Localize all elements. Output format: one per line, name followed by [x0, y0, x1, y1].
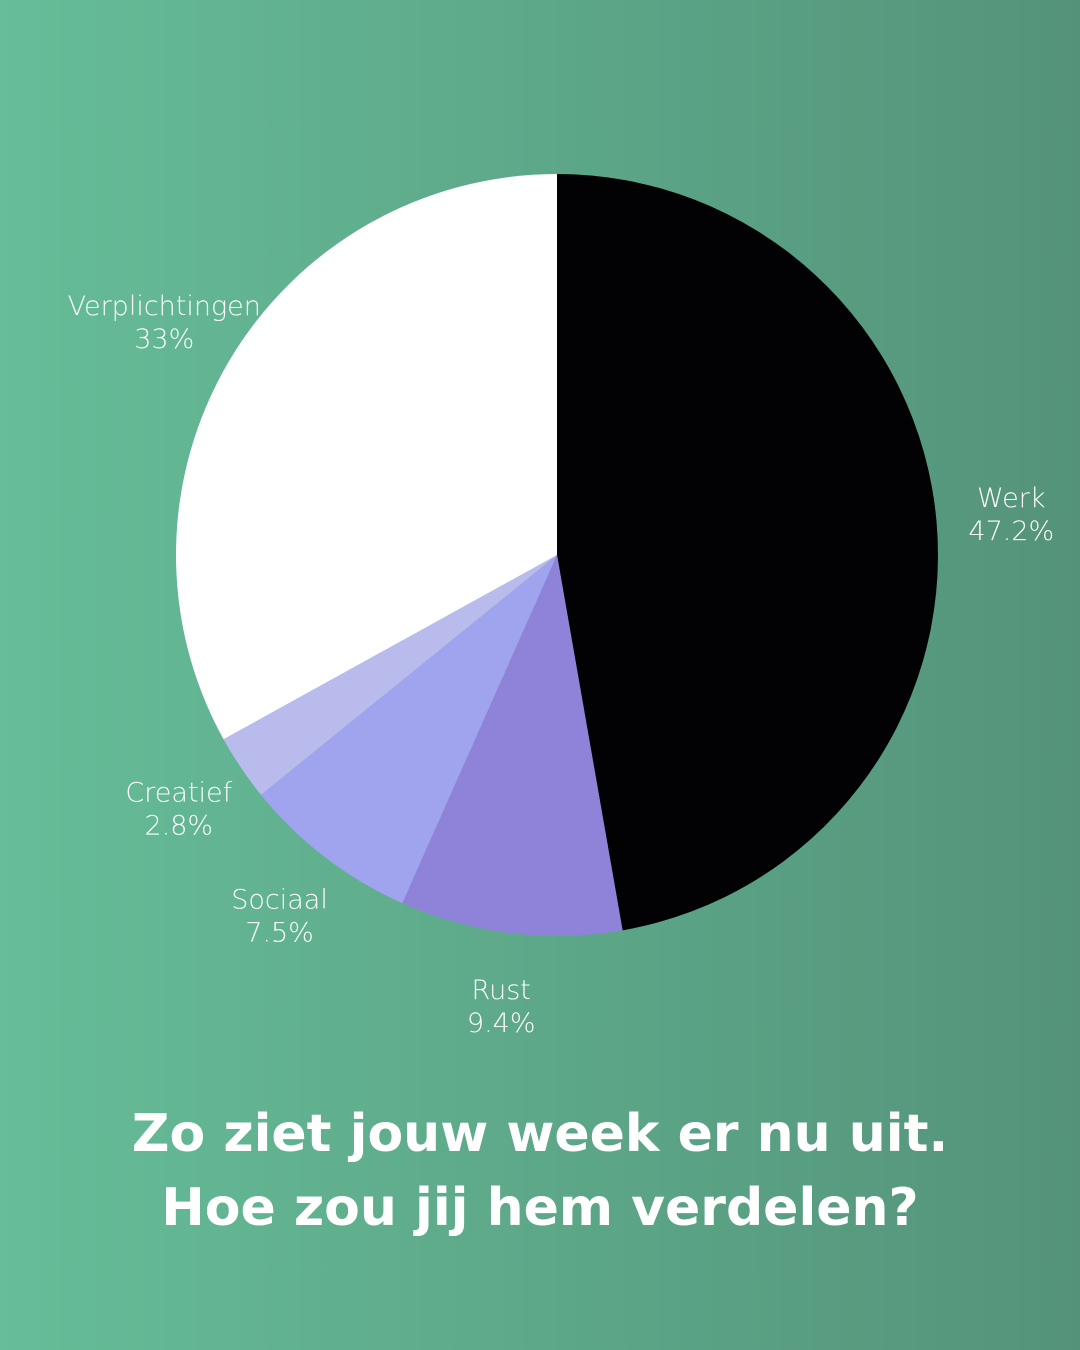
pie	[176, 174, 938, 936]
slice-label: Verplichtingen	[68, 291, 261, 322]
pie-slice	[176, 174, 557, 740]
slice-value-label: 33%	[134, 324, 194, 355]
pie-slice	[260, 555, 557, 904]
slice-label: Rust	[472, 975, 531, 1006]
slice-value-label: 7.5%	[245, 917, 314, 948]
slice-value-label: 9.4%	[467, 1008, 536, 1039]
slice-label: Creatief	[125, 777, 232, 808]
slice-value-label: 47.2%	[968, 516, 1054, 547]
chart-title: Hoe zou jij hem verdelen?	[161, 1178, 918, 1238]
pie-slice	[557, 174, 938, 931]
chart-title: Zo ziet jouw week er nu uit.	[132, 1104, 948, 1164]
pie-slice	[223, 555, 557, 795]
slice-label: Sociaal	[231, 884, 328, 915]
pie-slice	[402, 555, 623, 936]
slice-value-label: 2.8%	[144, 810, 213, 841]
slice-label: Werk	[977, 483, 1045, 514]
